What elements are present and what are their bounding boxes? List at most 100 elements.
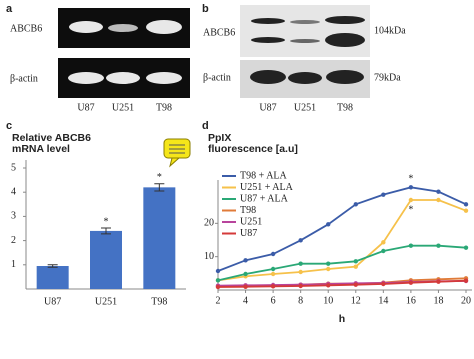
x-tick-label: 14 — [378, 295, 388, 306]
point — [353, 264, 358, 269]
comment-icon[interactable] — [163, 138, 191, 168]
x-tick-label: 8 — [298, 295, 303, 306]
legend-label: T98 — [240, 205, 256, 216]
point — [436, 279, 441, 284]
lane-label: U87 — [77, 102, 94, 113]
point — [243, 284, 248, 289]
x-tick-label: 4 — [243, 295, 248, 306]
marker-label: 104kDa — [374, 25, 406, 36]
point — [270, 271, 276, 277]
row-label: β-actin — [203, 72, 231, 83]
y-tick-label: 5 — [11, 162, 16, 173]
panel-label: c — [6, 120, 12, 132]
point — [381, 248, 386, 254]
point — [270, 251, 276, 257]
point — [381, 240, 386, 245]
chart-title: mRNA level — [12, 143, 70, 155]
x-tick-label: 6 — [271, 295, 276, 306]
x-tick-label: U251 — [95, 296, 117, 307]
x-tick-label: 20 — [461, 295, 471, 306]
marker-label: 79kDa — [374, 72, 401, 83]
lane-label: U251 — [294, 102, 316, 113]
point — [353, 202, 358, 207]
point — [353, 259, 358, 264]
x-axis-label: h — [339, 313, 345, 325]
point — [463, 208, 469, 213]
legend-label: U251 — [240, 216, 262, 227]
annotation: * — [408, 174, 413, 185]
legend-label: U87 — [240, 228, 257, 239]
point — [463, 202, 469, 207]
bands — [250, 16, 365, 84]
point — [353, 282, 358, 287]
x-tick-label: 12 — [351, 295, 361, 306]
point — [408, 185, 414, 190]
point — [298, 238, 303, 243]
y-tick-label: 10 — [204, 251, 214, 262]
error-bar — [154, 183, 165, 192]
series-line — [217, 186, 467, 272]
point — [298, 283, 303, 289]
row-label: ABCB6 — [10, 23, 42, 34]
annotation: * — [408, 204, 413, 215]
y-tick-label: 2 — [11, 235, 16, 246]
bar — [90, 230, 122, 289]
point — [463, 278, 469, 283]
bar — [36, 266, 69, 289]
y-tick-label: 1 — [11, 259, 16, 270]
chart-title: PpIX — [208, 132, 231, 144]
x-tick-label: 10 — [323, 295, 333, 306]
x-tick-label: U87 — [44, 296, 61, 307]
point — [326, 283, 331, 288]
chart-title: fluorescence [a.u] — [208, 143, 298, 155]
point — [326, 222, 331, 227]
legend-label: U251 + ALA — [240, 182, 294, 193]
row-label: ABCB6 — [203, 27, 235, 38]
point — [326, 261, 331, 266]
error-bar — [47, 264, 58, 268]
point — [270, 266, 276, 272]
point — [215, 268, 221, 274]
series-line — [217, 279, 467, 288]
lane-label: U251 — [112, 102, 134, 113]
point — [215, 278, 221, 283]
y-tick-label: 4 — [11, 186, 16, 197]
y-tick-label: 3 — [11, 211, 16, 222]
point — [408, 280, 414, 285]
panel-label: d — [202, 120, 209, 132]
point — [381, 281, 386, 287]
legend-label: U87 + ALA — [240, 193, 289, 204]
point — [381, 192, 386, 197]
point — [270, 284, 276, 289]
point — [463, 245, 469, 250]
point — [243, 258, 248, 263]
row-label: β-actin — [10, 73, 38, 84]
chart-title: Relative ABCB6 — [12, 132, 91, 144]
lane-label: T98 — [337, 102, 353, 113]
bar — [143, 187, 176, 289]
x-tick-label: T98 — [151, 296, 167, 307]
y-tick-label: 20 — [204, 218, 214, 229]
bands — [68, 20, 182, 84]
lane-label: U87 — [259, 102, 276, 113]
point — [408, 243, 414, 248]
x-tick-label: 16 — [406, 295, 416, 306]
lane-label: T98 — [156, 102, 172, 113]
point — [326, 266, 331, 272]
legend-label: T98 + ALA — [240, 170, 288, 181]
panel-label: a — [6, 3, 13, 15]
point — [298, 261, 303, 266]
point — [215, 284, 221, 290]
point — [436, 189, 441, 194]
annotation: * — [104, 216, 109, 227]
blot — [240, 5, 370, 57]
annotation: * — [157, 172, 162, 183]
point — [408, 197, 414, 203]
x-tick-label: 18 — [433, 295, 443, 306]
point — [436, 243, 441, 248]
series-line — [217, 244, 467, 282]
panel-label: b — [202, 3, 209, 15]
point — [298, 269, 303, 275]
